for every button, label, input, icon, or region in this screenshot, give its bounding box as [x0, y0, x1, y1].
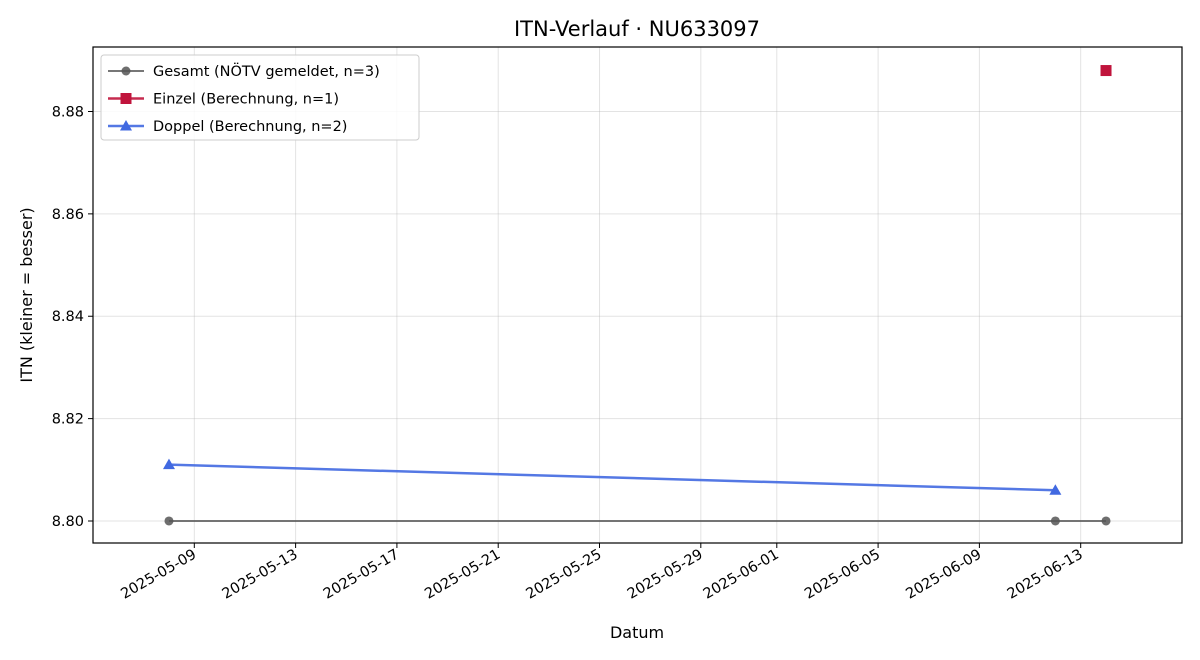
x-axis-label: Datum: [610, 623, 664, 642]
legend-marker: [121, 66, 131, 76]
legend: Gesamt (NÖTV gemeldet, n=3) Einzel (Berec…: [100, 54, 420, 141]
x-axis: 2025-05-09 2025-05-13 2025-05-17 2025-05-21…: [118, 543, 1086, 603]
x-tick-label: 2025-06-01: [701, 547, 782, 603]
legend-label: Doppel (Berechnung, n=2): [153, 119, 347, 135]
data-point: [1101, 516, 1111, 526]
chart-title: ITN-Verlauf · NU633097: [514, 17, 760, 41]
legend-marker: [120, 93, 132, 104]
y-axis: 8.80 8.82 8.84 8.86 8.88: [52, 104, 93, 530]
series-1: [1100, 65, 1112, 77]
legend-item: Doppel (Berechnung, n=2): [108, 119, 347, 135]
x-tick-label: 2025-06-13: [1005, 547, 1086, 603]
x-tick-label: 2025-05-13: [220, 547, 301, 603]
y-tick-label: 8.88: [52, 104, 84, 120]
x-tick-label: 2025-05-21: [422, 547, 503, 603]
data-point: [1050, 516, 1060, 526]
y-tick-label: 8.84: [52, 309, 84, 325]
data-point: [1100, 65, 1112, 77]
x-tick-label: 2025-06-05: [802, 547, 883, 603]
series-line: [168, 463, 1056, 492]
x-tick-label: 2025-05-09: [118, 547, 199, 603]
legend-box: [100, 54, 420, 141]
x-tick-label: 2025-06-09: [903, 547, 984, 603]
plot-frame: [92, 46, 1183, 544]
y-tick-label: 8.80: [52, 514, 84, 530]
x-tick-label: 2025-05-29: [625, 547, 706, 603]
data-point: [162, 458, 175, 470]
y-tick-label: 8.82: [52, 412, 84, 428]
series-2: [162, 458, 1062, 495]
series-0: [164, 516, 1111, 526]
x-tick-label: 2025-05-17: [321, 547, 402, 603]
legend-marker: [120, 120, 132, 131]
data-point: [164, 516, 174, 526]
series-layer: [162, 65, 1112, 526]
x-tick-label: 2025-05-25: [524, 547, 605, 603]
legend-item: Einzel (Berechnung, n=1): [108, 92, 339, 108]
y-axis-label: ITN (kleiner = besser): [17, 207, 36, 382]
legend-label: Gesamt (NÖTV gemeldet, n=3): [153, 62, 380, 80]
data-point: [1049, 484, 1062, 495]
y-tick-label: 8.86: [52, 207, 84, 223]
legend-label: Einzel (Berechnung, n=1): [153, 92, 339, 108]
legend-item: Gesamt (NÖTV gemeldet, n=3): [108, 62, 380, 80]
